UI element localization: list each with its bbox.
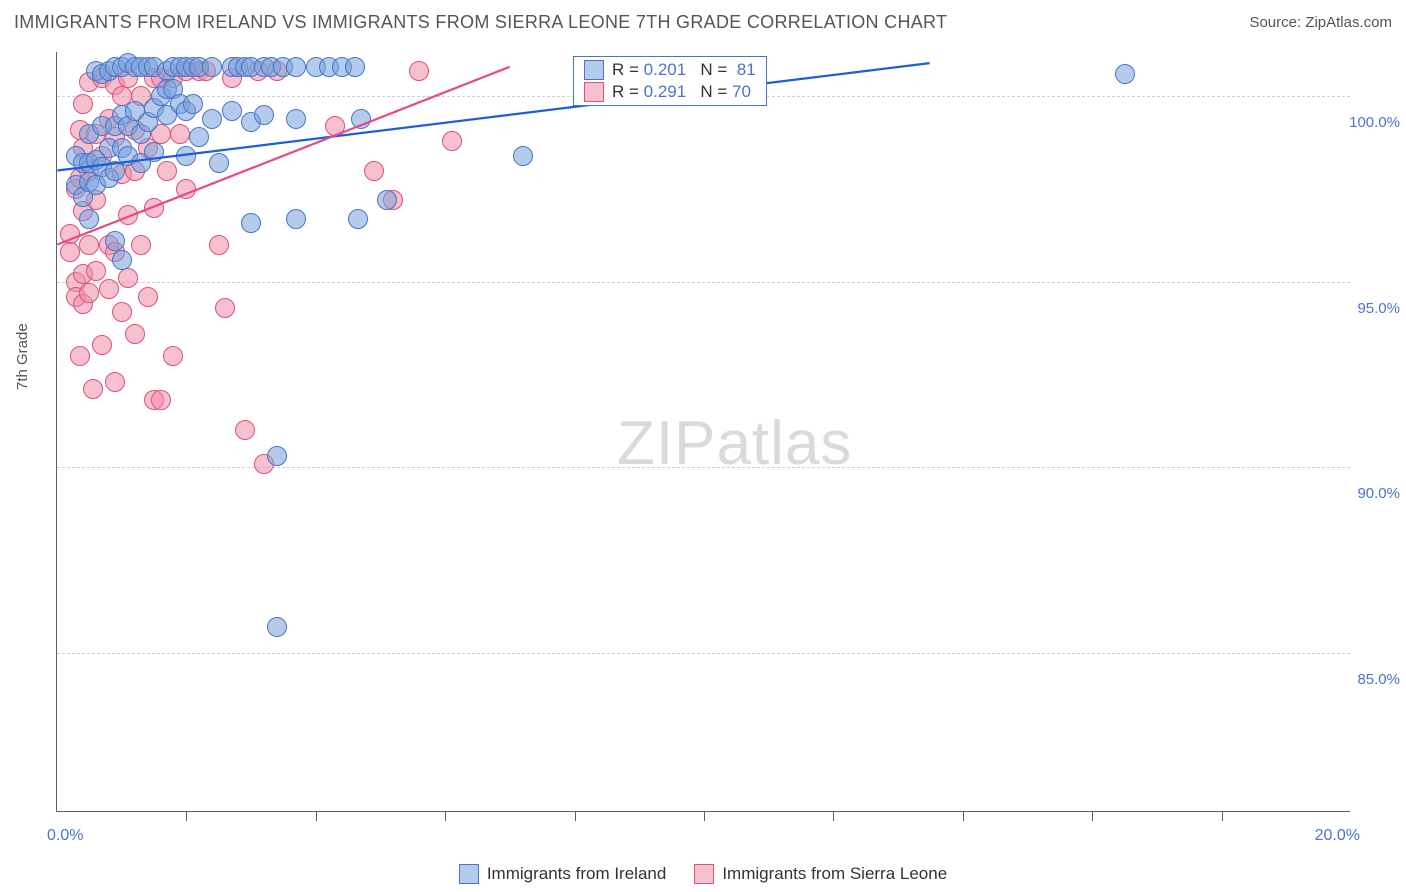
x-tick [704, 811, 705, 821]
data-point [409, 61, 429, 81]
data-point [105, 231, 125, 251]
legend-label: Immigrants from Sierra Leone [722, 864, 947, 884]
plot-area: 85.0%90.0%95.0%100.0%0.0%20.0%ZIPatlasR … [56, 52, 1350, 812]
legend-item: Immigrants from Ireland [459, 864, 667, 884]
data-point [209, 235, 229, 255]
data-point [241, 213, 261, 233]
data-point [112, 302, 132, 322]
source-label: Source: ZipAtlas.com [1249, 14, 1392, 31]
data-point [377, 190, 397, 210]
data-point [79, 235, 99, 255]
legend-swatch [584, 60, 604, 80]
x-label-left: 0.0% [47, 827, 83, 845]
x-label-right: 20.0% [1315, 827, 1360, 845]
y-axis-title: 7th Grade [14, 323, 31, 390]
data-point [254, 105, 274, 125]
data-point [92, 335, 112, 355]
data-point [351, 109, 371, 129]
data-point [325, 116, 345, 136]
legend-label: Immigrants from Ireland [487, 864, 667, 884]
data-point [138, 287, 158, 307]
x-tick [186, 811, 187, 821]
x-tick [1222, 811, 1223, 821]
y-tick-label: 100.0% [1340, 114, 1400, 131]
data-point [267, 446, 287, 466]
x-tick [963, 811, 964, 821]
legend-item: Immigrants from Sierra Leone [694, 864, 947, 884]
stats-legend-row: R = 0.291 N = 70 [584, 82, 756, 102]
data-point [118, 205, 138, 225]
y-tick-label: 90.0% [1340, 485, 1400, 502]
data-point [364, 161, 384, 181]
y-tick-label: 85.0% [1340, 671, 1400, 688]
data-point [235, 420, 255, 440]
r-label: R = 0.291 N = 70 [612, 82, 751, 102]
x-tick [445, 811, 446, 821]
data-point [112, 250, 132, 270]
data-point [183, 94, 203, 114]
r-label: R = 0.201 N = 81 [612, 60, 756, 80]
x-tick [1092, 811, 1093, 821]
x-tick [575, 811, 576, 821]
bottom-legend: Immigrants from Ireland Immigrants from S… [0, 864, 1406, 884]
gridline-h [57, 282, 1350, 283]
data-point [60, 224, 80, 244]
data-point [176, 179, 196, 199]
data-point [70, 346, 90, 366]
data-point [286, 109, 306, 129]
stats-legend-row: R = 0.201 N = 81 [584, 60, 756, 80]
x-tick [316, 811, 317, 821]
data-point [345, 57, 365, 77]
data-point [222, 101, 242, 121]
data-point [209, 153, 229, 173]
data-point [79, 283, 99, 303]
legend-swatch [459, 864, 479, 884]
data-point [442, 131, 462, 151]
data-point [202, 57, 222, 77]
data-point [118, 268, 138, 288]
x-tick [833, 811, 834, 821]
data-point [348, 209, 368, 229]
data-point [202, 109, 222, 129]
data-point [144, 198, 164, 218]
chart-header: IMMIGRANTS FROM IRELAND VS IMMIGRANTS FR… [0, 0, 1406, 44]
data-point [73, 94, 93, 114]
data-point [1115, 64, 1135, 84]
watermark: ZIPatlas [617, 408, 852, 479]
data-point [125, 324, 145, 344]
gridline-h [57, 467, 1350, 468]
data-point [513, 146, 533, 166]
data-point [163, 346, 183, 366]
legend-swatch [694, 864, 714, 884]
gridline-h [57, 653, 1350, 654]
y-tick-label: 95.0% [1340, 300, 1400, 317]
data-point [131, 235, 151, 255]
stats-legend: R = 0.201 N = 81R = 0.291 N = 70 [573, 56, 767, 106]
data-point [157, 161, 177, 181]
data-point [189, 127, 209, 147]
data-point [170, 124, 190, 144]
data-point [151, 390, 171, 410]
data-point [99, 279, 119, 299]
data-point [60, 242, 80, 262]
data-point [79, 209, 99, 229]
data-point [105, 372, 125, 392]
data-point [86, 261, 106, 281]
data-point [215, 298, 235, 318]
data-point [83, 379, 103, 399]
data-point [176, 146, 196, 166]
data-point [267, 617, 287, 637]
data-point [144, 142, 164, 162]
legend-swatch [584, 82, 604, 102]
data-point [286, 209, 306, 229]
data-point [286, 57, 306, 77]
chart-title: IMMIGRANTS FROM IRELAND VS IMMIGRANTS FR… [14, 12, 947, 33]
